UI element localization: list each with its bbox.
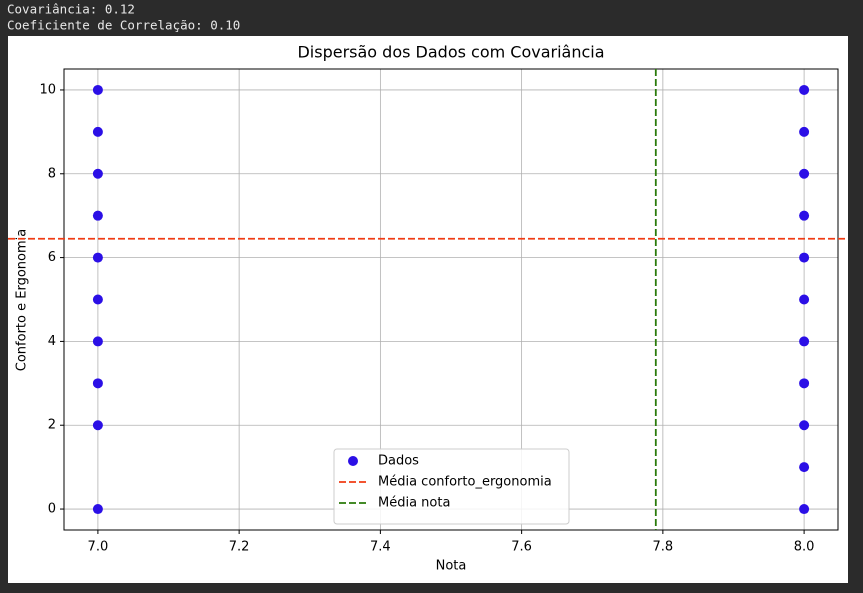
data-point <box>799 336 810 347</box>
legend-label: Dados <box>378 454 419 469</box>
data-point <box>799 252 810 263</box>
data-point <box>799 84 810 95</box>
x-tick-label: 7.6 <box>511 540 532 555</box>
data-point <box>92 252 103 263</box>
y-tick-label: 8 <box>48 166 56 181</box>
x-tick-label: 7.4 <box>370 540 391 555</box>
data-point <box>799 504 810 515</box>
chart-title: Dispersão dos Dados com Covariância <box>297 43 604 62</box>
data-point <box>92 504 103 515</box>
legend-label: Média conforto_ergonomia <box>378 475 552 490</box>
y-tick-label: 2 <box>48 418 56 433</box>
x-tick-label: 7.8 <box>653 540 674 555</box>
data-point <box>799 378 810 389</box>
data-point <box>92 378 103 389</box>
data-point <box>799 210 810 221</box>
legend-label: Média nota <box>378 496 450 511</box>
y-tick-label: 4 <box>48 334 56 349</box>
data-point <box>799 126 810 137</box>
data-point <box>92 420 103 431</box>
data-point <box>799 420 810 431</box>
data-point <box>92 84 103 95</box>
x-tick-label: 7.2 <box>229 540 250 555</box>
x-axis-label: Nota <box>436 559 467 574</box>
console-line: Coeficiente de Correlação: 0.10 <box>7 18 240 33</box>
legend-box <box>333 448 570 525</box>
data-point <box>92 168 103 179</box>
y-tick-label: 10 <box>39 82 56 97</box>
data-point <box>92 126 103 137</box>
x-tick-label: 8.0 <box>794 540 815 555</box>
y-axis-label: Conforto e Ergonomia <box>15 229 30 371</box>
legend-marker <box>348 456 358 466</box>
y-tick-label: 6 <box>48 250 56 265</box>
plot-frame <box>63 68 839 531</box>
data-point <box>92 210 103 221</box>
data-point <box>92 336 103 347</box>
data-point <box>799 168 810 179</box>
x-tick-label: 7.0 <box>88 540 109 555</box>
data-point <box>799 462 810 473</box>
y-tick-label: 0 <box>48 502 56 517</box>
data-point <box>799 294 810 305</box>
data-point <box>92 294 103 305</box>
console-line: Covariância: 0.12 <box>7 2 135 17</box>
